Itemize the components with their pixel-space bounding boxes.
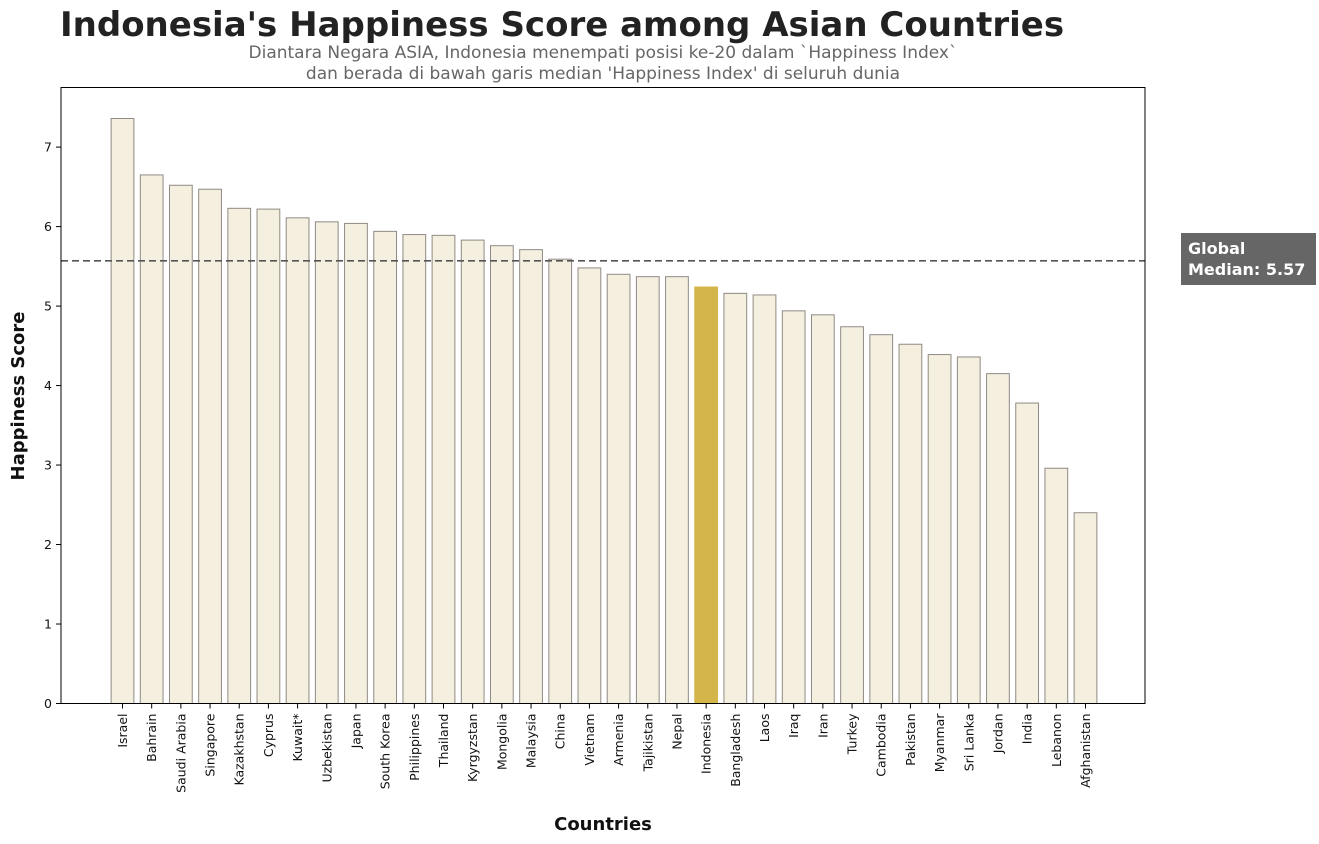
bar-malaysia bbox=[519, 249, 543, 704]
x-tick-label: Laos bbox=[757, 714, 772, 743]
x-tick-label: Cyprus bbox=[261, 714, 276, 758]
bar-iraq bbox=[781, 310, 806, 704]
bar-kazakhstan bbox=[227, 207, 252, 704]
y-axis-label: Happiness Score bbox=[8, 312, 29, 481]
y-tick-label: 3 bbox=[44, 458, 52, 473]
bar-kyrgyzstan bbox=[460, 239, 485, 704]
bar-vietnam bbox=[577, 267, 602, 704]
bar-pakistan bbox=[898, 343, 923, 704]
x-tick-label: Kuwait* bbox=[290, 714, 305, 762]
chart-subtitle-line-1: Diantara Negara ASIA, Indonesia menempat… bbox=[249, 43, 958, 63]
chart-subtitle-line-2: dan berada di bawah garis median 'Happin… bbox=[306, 64, 900, 84]
bar-lebanon bbox=[1044, 467, 1069, 705]
x-tick-label: Vietnam bbox=[582, 714, 597, 766]
bar-thailand bbox=[431, 234, 456, 704]
x-tick-label: Myanmar bbox=[932, 713, 947, 773]
bar-bahrain bbox=[139, 174, 164, 704]
x-tick-label: Malaysia bbox=[524, 714, 539, 769]
bar-nepal bbox=[665, 276, 689, 704]
bar-philippines bbox=[402, 234, 427, 704]
bars bbox=[110, 117, 1098, 705]
y-tick-label: 0 bbox=[44, 696, 52, 711]
bar-afghanistan bbox=[1073, 512, 1098, 704]
bar-saudi-arabia bbox=[168, 184, 193, 705]
bar-uzbekistan bbox=[314, 221, 339, 705]
x-tick-label: Armenia bbox=[611, 714, 626, 766]
x-tick-label: Israel bbox=[115, 714, 130, 748]
bar-kuwait bbox=[285, 217, 310, 704]
bar-india bbox=[1015, 402, 1040, 704]
x-tick-label: Bangladesh bbox=[728, 714, 743, 787]
x-tick-label: Jordan bbox=[990, 714, 1005, 755]
bar-armenia bbox=[606, 273, 631, 704]
x-tick-label: Pakistan bbox=[903, 714, 918, 766]
bar-cambodia bbox=[869, 334, 894, 704]
x-tick-label: Thailand bbox=[436, 714, 451, 769]
bar-turkey bbox=[840, 326, 864, 704]
bar-jordan bbox=[986, 373, 1010, 704]
x-tick-label: Iran bbox=[815, 714, 830, 738]
x-tick-label: Turkey bbox=[845, 713, 860, 755]
chart-title: Indonesia's Happiness Score among Asian … bbox=[60, 5, 1064, 45]
x-tick-label: India bbox=[1020, 714, 1035, 745]
bar-iran bbox=[810, 314, 835, 704]
median-annotation-line-2: Median: 5.57 bbox=[1188, 260, 1305, 279]
bar-sri-lanka bbox=[956, 356, 981, 704]
x-tick-label: Lebanon bbox=[1049, 714, 1064, 768]
x-tick-label: Afghanistan bbox=[1078, 714, 1093, 788]
x-tick-label: Cambodia bbox=[874, 714, 889, 777]
plot-frame bbox=[60, 87, 1146, 704]
x-tick-label: Indonesia bbox=[699, 714, 714, 774]
x-tick-label: Kyrgyzstan bbox=[465, 714, 480, 783]
x-tick-label: China bbox=[553, 714, 568, 750]
bar-tajikistan bbox=[635, 276, 660, 704]
x-tick-label: Nepal bbox=[669, 714, 684, 750]
bar-bangladesh bbox=[723, 292, 748, 704]
x-tick-label: Tajikistan bbox=[640, 714, 655, 773]
bar-singapore bbox=[198, 188, 222, 704]
x-axis-label: Countries bbox=[554, 814, 652, 835]
bar-cyprus bbox=[256, 208, 281, 704]
x-tick-label: Japan bbox=[348, 714, 363, 750]
x-tick-label: Singapore bbox=[203, 713, 218, 776]
bar-myanmar bbox=[927, 354, 952, 704]
y-tick-label: 7 bbox=[44, 140, 52, 155]
x-tick-label: South Korea bbox=[378, 714, 393, 790]
x-axis-ticks: Israel Bahrain Saudi Arabia Singapore Kazakh… bbox=[115, 703, 1093, 793]
y-tick-label: 2 bbox=[44, 537, 52, 552]
x-tick-label: Iraq bbox=[786, 714, 801, 738]
x-tick-label: Sri Lanka bbox=[961, 714, 976, 772]
bar-china bbox=[548, 258, 573, 704]
y-axis-ticks: 0 1 2 3 4 5 6 7 bbox=[44, 140, 61, 711]
y-tick-label: 4 bbox=[44, 378, 52, 393]
median-annotation-line-1: Global bbox=[1188, 239, 1245, 258]
bar-japan bbox=[344, 222, 368, 704]
x-tick-label: Bahrain bbox=[144, 714, 159, 762]
y-tick-label: 6 bbox=[44, 219, 52, 234]
y-tick-label: 5 bbox=[44, 299, 52, 314]
x-tick-label: Uzbekistan bbox=[319, 714, 334, 783]
y-tick-label: 1 bbox=[44, 617, 52, 632]
x-tick-label: Mongolia bbox=[494, 714, 509, 771]
x-tick-label: Saudi Arabia bbox=[173, 714, 188, 793]
bar-south-korea bbox=[373, 230, 398, 704]
bar-laos bbox=[752, 294, 777, 704]
median-annotation-box bbox=[1181, 233, 1316, 285]
bar-mongolia bbox=[489, 245, 514, 704]
bar-indonesia bbox=[694, 286, 719, 704]
bar-israel bbox=[110, 117, 135, 704]
x-tick-label: Kazakhstan bbox=[232, 714, 247, 786]
x-tick-label: Philippines bbox=[407, 714, 422, 781]
